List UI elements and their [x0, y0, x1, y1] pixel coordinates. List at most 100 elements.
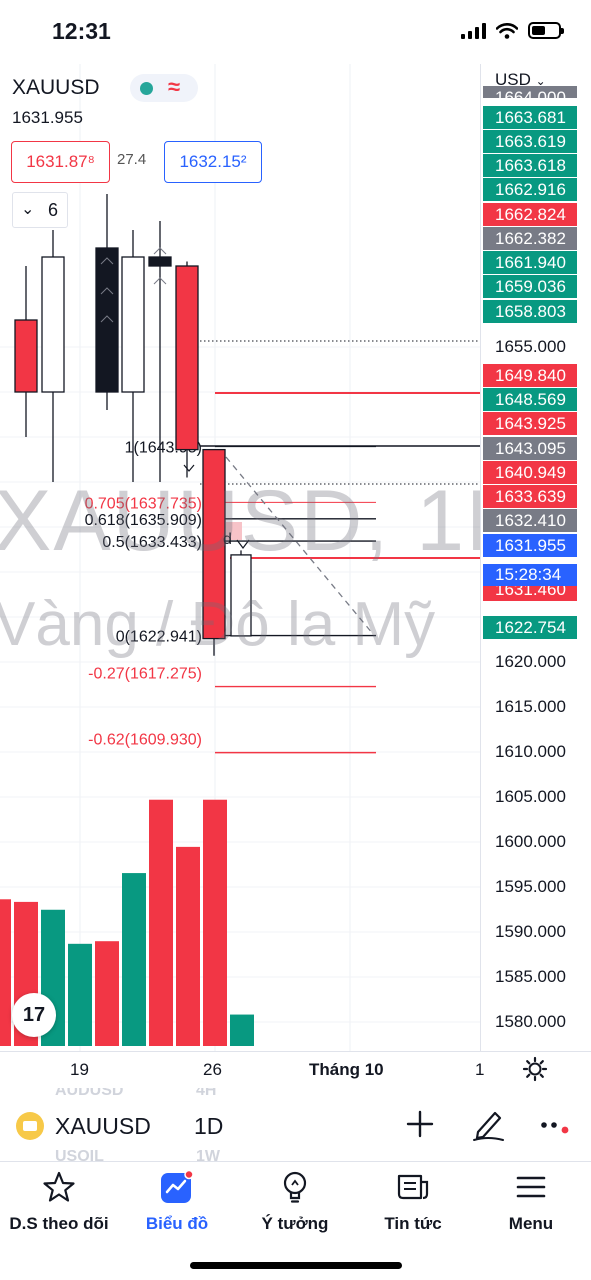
time-axis[interactable]: 19 26 Tháng 10 1 [0, 1051, 591, 1087]
price-axis-label: 1585.000 [495, 967, 566, 986]
price-axis-label: 1610.000 [495, 742, 566, 761]
lightbulb-icon [283, 1171, 307, 1203]
price-tag: 1631.955 [483, 534, 577, 557]
indicator-collapse-toggle[interactable]: ⌄ 6 [12, 192, 68, 228]
chevron-down-icon: ⌄ [535, 74, 546, 88]
volume-bar [203, 799, 227, 1046]
price-tag: 1662.382 [483, 227, 577, 250]
tab-label: Ý tưởng [261, 1214, 329, 1233]
timeframe-picker-prev: 4H [196, 1088, 217, 1099]
price-tag: 1648.569 [483, 388, 577, 411]
tab-label: Biểu đồ [145, 1214, 209, 1233]
currency-selector[interactable]: USD ⌄ [495, 70, 546, 90]
add-icon[interactable] [404, 1108, 436, 1140]
chart-pane[interactable]: 1(1643.95) 0.705(1637.735) 0.618(1635.909)… [0, 64, 480, 1051]
wifi-icon [496, 22, 518, 39]
status-time: 12:31 [52, 18, 111, 44]
time-label-26: 26 [203, 1060, 222, 1079]
volume-bar [149, 799, 173, 1046]
fib-level-label: 0(1622.941) [116, 629, 202, 646]
gear-icon[interactable] [522, 1056, 548, 1082]
tab-menu[interactable]: Menu [472, 1170, 590, 1234]
price-tag: 1662.824 [483, 203, 577, 226]
chevron-down-icon: ⌄ [21, 201, 35, 218]
price-axis-label: 1655.000 [495, 337, 566, 356]
price-axis-label: 1590.000 [495, 922, 566, 941]
arrow-marker-icon [183, 464, 195, 472]
order-marker-label: d [223, 531, 232, 548]
volume-bar [68, 943, 92, 1046]
menu-icon [516, 1176, 546, 1198]
price-axis-label: 1605.000 [495, 787, 566, 806]
price-tag: 1640.949 [483, 461, 577, 484]
tab-news[interactable]: Tin tức [354, 1170, 472, 1234]
candle-body [95, 247, 119, 393]
fib-level-label: -0.62(1609.930) [88, 732, 202, 749]
fib-trend-line [225, 456, 374, 635]
tab-label: Menu [508, 1214, 554, 1233]
symbol-picker-prev: AUDUSD [55, 1088, 124, 1099]
status-bar: 12:31 [0, 0, 591, 64]
tab-watchlist[interactable]: D.S theo dõi [0, 1170, 118, 1234]
time-label-month: Tháng 10 [309, 1060, 384, 1079]
tab-label: D.S theo dõi [9, 1214, 109, 1233]
symbol-selector[interactable]: XAUUSD [55, 1113, 151, 1139]
price-tag: 1643.925 [483, 412, 577, 435]
arrow-marker-icon [100, 315, 114, 323]
price-axis-label: 1620.000 [495, 652, 566, 671]
timeframe-selector[interactable]: 1D [194, 1113, 224, 1139]
price-axis-label: 1600.000 [495, 832, 566, 851]
price-tag: 1662.916 [483, 178, 577, 201]
buy-button[interactable]: 1632.15² [164, 141, 262, 183]
more-options-icon[interactable] [540, 1118, 572, 1138]
volume-bar [122, 873, 146, 1046]
price-tag: 1622.754 [483, 616, 577, 639]
price-tag: 1632.410 [483, 509, 577, 532]
volume-bar [230, 1014, 254, 1046]
battery-icon [528, 22, 564, 39]
tab-chart[interactable]: Biểu đồ [118, 1170, 236, 1234]
drawing-tools-icon[interactable] [470, 1106, 506, 1142]
bottom-tab-bar: D.S theo dõi Biểu đồ Ý tưởng Tin tức [0, 1162, 591, 1280]
cellular-signal-icon [461, 22, 486, 39]
fib-level-label: 0.618(1635.909) [85, 512, 202, 529]
volume-bar [0, 899, 11, 1046]
star-icon [43, 1171, 75, 1202]
tab-ideas[interactable]: Ý tưởng [236, 1170, 354, 1234]
candle-body [202, 448, 226, 640]
price-tag: 1663.618 [483, 154, 577, 177]
candle-body [121, 256, 145, 393]
candle-body [230, 554, 252, 637]
candle-body [14, 319, 38, 393]
tab-label: Tin tức [384, 1214, 442, 1233]
chart-symbol[interactable]: XAUUSD [12, 76, 100, 99]
fib-level-label: 0.5(1633.433) [102, 534, 202, 551]
arrow-marker-icon [153, 277, 167, 285]
price-chart[interactable]: 1(1643.95)0.705(1637.735)0.618(1635.909)… [0, 64, 480, 1051]
candle-body [175, 265, 199, 451]
currency-label: USD [495, 70, 531, 89]
arrow-marker-icon [236, 539, 250, 549]
tradingview-logo-icon[interactable]: 17 [12, 993, 56, 1037]
price-tag-partial: 1664.000 [483, 86, 577, 107]
price-tag: 1663.619 [483, 130, 577, 153]
price-tag: 1633.639 [483, 485, 577, 508]
chart-icon [161, 1170, 194, 1203]
timeframe-picker-next: 1W [196, 1148, 220, 1162]
fib-level-label: -0.27(1617.275) [88, 666, 202, 683]
price-tag: 1659.036 [483, 275, 577, 298]
price-axis-label: 1615.000 [495, 697, 566, 716]
news-icon [397, 1174, 429, 1200]
arrow-marker-icon [100, 257, 114, 265]
market-status-badge[interactable]: ≈ [130, 74, 198, 102]
gold-bar-icon [16, 1112, 44, 1140]
price-axis[interactable]: USD ⌄ 1664.000 1655.000 1620.000 1615.000 16… [480, 64, 591, 1051]
volume-bar [176, 846, 200, 1046]
sell-button[interactable]: 1631.87⁸ [11, 141, 110, 183]
price-axis-label: 1580.000 [495, 1012, 566, 1031]
fib-level-label: 0.705(1637.735) [85, 495, 202, 512]
symbol-picker-next: USOIL [55, 1148, 104, 1162]
price-tag: 1649.840 [483, 364, 577, 387]
last-price-legend: 1631.955 [12, 108, 83, 127]
price-tag: 1661.940 [483, 251, 577, 274]
